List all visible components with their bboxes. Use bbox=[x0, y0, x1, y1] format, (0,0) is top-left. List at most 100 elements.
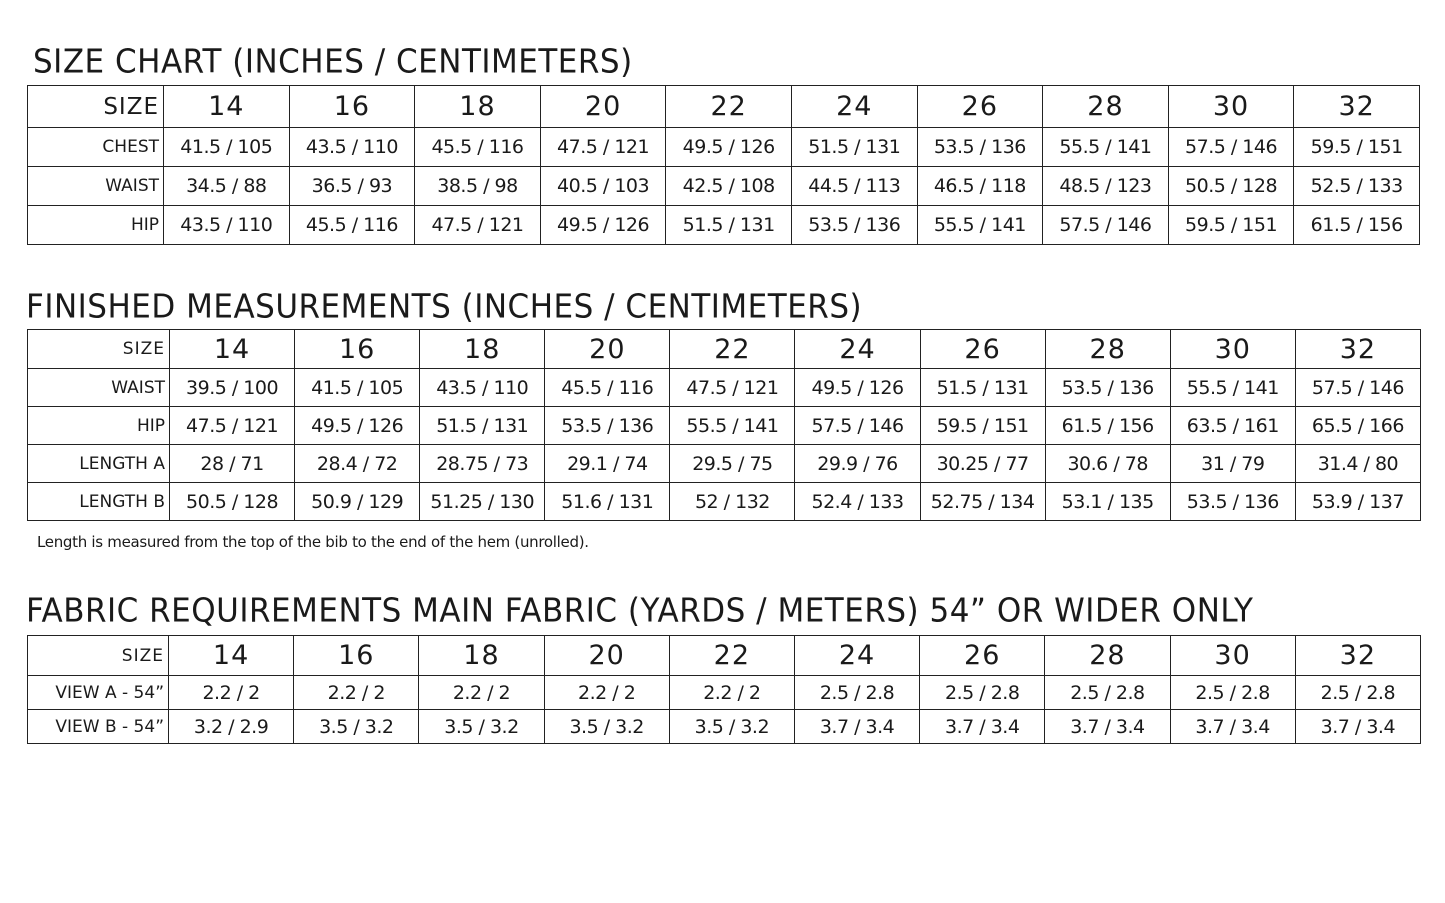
table-row: WAIST 39.5 / 100 41.5 / 105 43.5 / 110 45.5 … bbox=[27, 368, 1422, 407]
table-cell: 57.5 / 146 bbox=[1042, 205, 1169, 245]
table-cell: 55.5 / 141 bbox=[669, 406, 796, 445]
table-cell: 49.5 / 126 bbox=[539, 205, 667, 245]
table-cell: 28.4 / 72 bbox=[294, 444, 421, 483]
table-cell: 52.5 / 133 bbox=[1293, 166, 1420, 206]
table-cell: 50.5 / 128 bbox=[168, 482, 296, 521]
size-header-label: SIZE bbox=[27, 329, 170, 369]
table-row: CHEST 41.5 / 105 43.5 / 110 45.5 / 116 47.5 … bbox=[27, 127, 1420, 167]
size-header-cell: 22 bbox=[669, 329, 796, 369]
table-cell: 52 / 132 bbox=[669, 482, 796, 521]
size-header-cell: 16 bbox=[294, 329, 421, 369]
table-row: VIEW A - 54” 2.2 / 2 2.2 / 2 2.2 / 2 2.2 / 2… bbox=[27, 675, 1422, 710]
table-row: HIP 47.5 / 121 49.5 / 126 51.5 / 131 53.5 / … bbox=[27, 406, 1422, 445]
size-chart-title: SIZE CHART (INCHES / CENTIMETERS) bbox=[33, 43, 633, 81]
header-row: SIZE 14 16 18 20 22 24 26 28 30 32 bbox=[27, 329, 1422, 369]
table-cell: 3.7 / 3.4 bbox=[919, 709, 1046, 744]
table-row: LENGTH A 28 / 71 28.4 / 72 28.75 / 73 29.1 /… bbox=[27, 444, 1422, 483]
table-cell: 61.5 / 156 bbox=[1293, 205, 1420, 245]
table-cell: 57.5 / 146 bbox=[1167, 127, 1295, 167]
table-cell: 45.5 / 116 bbox=[544, 368, 671, 407]
size-header-cell: 22 bbox=[668, 635, 795, 676]
size-header-cell: 18 bbox=[418, 635, 545, 676]
table-cell: 2.5 / 2.8 bbox=[1294, 675, 1422, 710]
size-header-cell: 20 bbox=[539, 85, 667, 128]
size-header-cell: 20 bbox=[544, 329, 671, 369]
size-header-cell: 30 bbox=[1169, 635, 1296, 676]
table-cell: 31 / 79 bbox=[1169, 444, 1296, 483]
table-cell: 2.2 / 2 bbox=[668, 675, 795, 710]
table-cell: 48.5 / 123 bbox=[1042, 166, 1169, 206]
table-cell: 29.9 / 76 bbox=[794, 444, 921, 483]
size-header-cell: 32 bbox=[1294, 329, 1422, 369]
table-cell: 47.5 / 121 bbox=[669, 368, 796, 407]
table-cell: 3.7 / 3.4 bbox=[1044, 709, 1171, 744]
table-cell: 61.5 / 156 bbox=[1044, 406, 1171, 445]
table-cell: 52.4 / 133 bbox=[794, 482, 921, 521]
size-header-cell: 24 bbox=[793, 635, 921, 676]
table-cell: 2.5 / 2.8 bbox=[1044, 675, 1171, 710]
row-label: LENGTH B bbox=[27, 482, 170, 521]
table-cell: 51.5 / 131 bbox=[790, 127, 918, 167]
table-cell: 36.5 / 93 bbox=[288, 166, 416, 206]
finished-measurements-table: SIZE 14 16 18 20 22 24 26 28 30 32 WAIST 39.5 / 100 4… bbox=[27, 329, 1422, 521]
table-cell: 43.5 / 110 bbox=[163, 205, 290, 245]
table-cell: 53.5 / 136 bbox=[1044, 368, 1171, 407]
row-label: HIP bbox=[27, 205, 164, 245]
table-cell: 2.2 / 2 bbox=[293, 675, 420, 710]
table-cell: 51.5 / 131 bbox=[665, 205, 792, 245]
size-header-cell: 24 bbox=[794, 329, 921, 369]
table-cell: 55.5 / 141 bbox=[1169, 368, 1296, 407]
table-cell: 53.5 / 136 bbox=[1169, 482, 1296, 521]
table-cell: 43.5 / 110 bbox=[288, 127, 416, 167]
table-cell: 53.5 / 136 bbox=[544, 406, 671, 445]
row-label: CHEST bbox=[27, 127, 164, 167]
table-cell: 59.5 / 151 bbox=[919, 406, 1046, 445]
size-header-cell: 26 bbox=[916, 85, 1044, 128]
table-cell: 59.5 / 151 bbox=[1293, 127, 1420, 167]
size-header-cell: 18 bbox=[419, 329, 546, 369]
table-cell: 38.5 / 98 bbox=[414, 166, 541, 206]
table-cell: 49.5 / 126 bbox=[665, 127, 792, 167]
size-header-cell: 16 bbox=[293, 635, 420, 676]
table-cell: 28 / 71 bbox=[168, 444, 296, 483]
table-cell: 57.5 / 146 bbox=[1294, 368, 1422, 407]
table-cell: 2.2 / 2 bbox=[418, 675, 545, 710]
row-label: VIEW A - 54” bbox=[27, 675, 169, 710]
size-header-cell: 30 bbox=[1167, 85, 1295, 128]
size-header-cell: 28 bbox=[1042, 85, 1169, 128]
table-cell: 57.5 / 146 bbox=[794, 406, 921, 445]
table-row: LENGTH B 50.5 / 128 50.9 / 129 51.25 / 130 5… bbox=[27, 482, 1422, 521]
table-cell: 28.75 / 73 bbox=[419, 444, 546, 483]
table-cell: 51.5 / 131 bbox=[919, 368, 1046, 407]
table-cell: 47.5 / 121 bbox=[414, 205, 541, 245]
table-cell: 55.5 / 141 bbox=[916, 205, 1044, 245]
table-cell: 50.5 / 128 bbox=[1167, 166, 1295, 206]
table-cell: 3.7 / 3.4 bbox=[1294, 709, 1422, 744]
table-cell: 2.5 / 2.8 bbox=[1169, 675, 1296, 710]
table-cell: 34.5 / 88 bbox=[163, 166, 290, 206]
header-row: SIZE 14 16 18 20 22 24 26 28 30 32 bbox=[27, 635, 1422, 676]
table-cell: 3.5 / 3.2 bbox=[418, 709, 545, 744]
size-header-cell: 30 bbox=[1169, 329, 1296, 369]
table-cell: 41.5 / 105 bbox=[163, 127, 290, 167]
table-cell: 46.5 / 118 bbox=[916, 166, 1044, 206]
table-cell: 41.5 / 105 bbox=[294, 368, 421, 407]
finished-measurements-title: FINISHED MEASUREMENTS (INCHES / CENTIMET… bbox=[26, 288, 863, 326]
size-header-cell: 16 bbox=[288, 85, 416, 128]
size-header-cell: 24 bbox=[790, 85, 918, 128]
table-cell: 29.1 / 74 bbox=[544, 444, 671, 483]
fabric-requirements-title: FABRIC REQUIREMENTS MAIN FABRIC (YARDS /… bbox=[26, 592, 1254, 630]
table-cell: 30.6 / 78 bbox=[1044, 444, 1171, 483]
table-row: HIP 43.5 / 110 45.5 / 116 47.5 / 121 49.5 / … bbox=[27, 205, 1420, 245]
row-label: WAIST bbox=[27, 166, 164, 206]
table-cell: 59.5 / 151 bbox=[1167, 205, 1295, 245]
size-chart-table: SIZE 14 16 18 20 22 24 26 28 30 32 CHEST 41.5 / 105 4… bbox=[27, 85, 1420, 245]
length-note: Length is measured from the top of the b… bbox=[37, 533, 589, 551]
size-header-cell: 26 bbox=[919, 635, 1046, 676]
table-cell: 39.5 / 100 bbox=[168, 368, 296, 407]
header-row: SIZE 14 16 18 20 22 24 26 28 30 32 bbox=[27, 85, 1420, 128]
table-cell: 45.5 / 116 bbox=[414, 127, 541, 167]
row-label: HIP bbox=[27, 406, 170, 445]
fabric-requirements-table: SIZE 14 16 18 20 22 24 26 28 30 32 VIEW A - 54” 2.2 … bbox=[27, 635, 1422, 744]
table-cell: 2.5 / 2.8 bbox=[793, 675, 921, 710]
